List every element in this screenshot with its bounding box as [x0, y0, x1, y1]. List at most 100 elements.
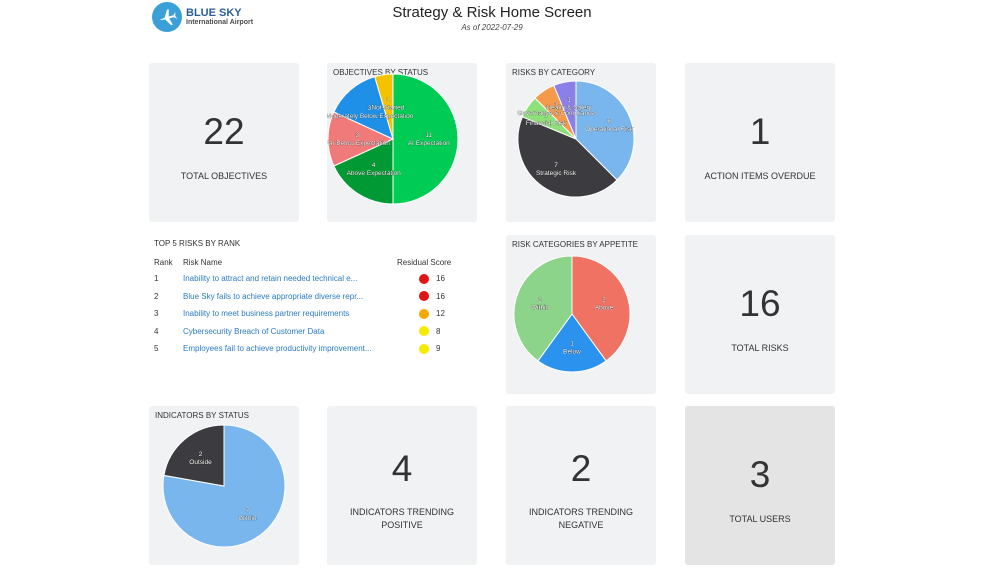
- residual-score: 9: [436, 344, 441, 354]
- residual-score: 8: [436, 326, 441, 336]
- risk-name-link[interactable]: Inability to attract and retain needed t…: [183, 274, 358, 284]
- pie-value-label: 1: [570, 341, 574, 348]
- pie-slice-below[interactable]: [537, 313, 607, 373]
- indicators-by-status-card[interactable]: INDICATORS BY STATUS 7 Within 2 Outside: [149, 406, 299, 565]
- pie-value-label: 4: [372, 162, 376, 169]
- indicators-negative-label-line2: NEGATIVE: [558, 520, 604, 531]
- pie-value-label: 6: [607, 118, 611, 125]
- pie-slice-within[interactable]: [513, 255, 573, 362]
- appetite-chart-title: RISK CATEGORIES BY APPETITE: [512, 240, 638, 249]
- logo-subtitle: International Airport: [186, 19, 254, 27]
- rank-column-header: Rank: [154, 258, 173, 267]
- action-items-overdue-card[interactable]: 1 ACTION ITEMS OVERDUE: [685, 63, 835, 222]
- pie-category-label: Operational Risk: [585, 126, 634, 133]
- pie-value-label: 1: [554, 102, 558, 109]
- total-users-label: TOTAL USERS: [729, 514, 791, 524]
- pie-category-label: Financial Risk: [526, 120, 567, 127]
- pie-category-label: Health & Safety: [546, 105, 592, 112]
- pie-value-label: 1: [567, 97, 571, 104]
- pie-slice-health-safety[interactable]: [553, 80, 577, 140]
- score-indicator-dot: [419, 291, 429, 302]
- pie-slice-at-expectation[interactable]: [392, 73, 459, 205]
- pie-category-label: Far Below Expectation: [327, 140, 390, 147]
- pie-slice-above[interactable]: [571, 255, 631, 362]
- pie-slice-operational-risk[interactable]: [575, 80, 635, 181]
- risk-name-link[interactable]: Inability to meet business partner requi…: [183, 309, 350, 319]
- pie-category-label: Above Expectation: [347, 170, 402, 177]
- pie-value-label: 2: [199, 451, 203, 458]
- risk-rank: 4: [154, 326, 159, 336]
- total-objectives-label: TOTAL OBJECTIVES: [180, 171, 268, 181]
- pie-value-label: 11: [425, 132, 432, 139]
- residual-score: 16: [436, 274, 445, 284]
- risk-rank: 5: [154, 344, 159, 354]
- objectives-by-status-card[interactable]: OBJECTIVES BY STATUS 11 At Expectation 4 Ab…: [327, 63, 477, 222]
- indicators-negative-label: INDICATORS TRENDING NEGATIVE: [506, 506, 656, 532]
- indicators-chart-title: INDICATORS BY STATUS: [155, 411, 249, 420]
- risk-rank: 1: [154, 274, 159, 284]
- pie-value-label: 1: [544, 112, 548, 119]
- pie-slice-not-started[interactable]: [374, 73, 394, 140]
- total-users-card[interactable]: 3 TOTAL USERS: [685, 406, 835, 565]
- risk-name-link[interactable]: Blue Sky fails to achieve appropriate di…: [183, 291, 364, 301]
- risk-rank: 2: [154, 291, 159, 301]
- table-row: 3 Inability to meet business partner req…: [154, 305, 457, 323]
- pie-slice-moderately-below-expectation[interactable]: [333, 76, 394, 140]
- pie-category-label: Not Started: [371, 105, 404, 112]
- total-objectives-card[interactable]: 22 TOTAL OBJECTIVES: [149, 63, 299, 222]
- pie-category-label: Within: [238, 515, 256, 522]
- logo-name: BLUE SKY: [186, 7, 242, 20]
- risk-name-link[interactable]: Cybersecurity Breach of Customer Data: [183, 326, 325, 336]
- indicators-positive-value: 4: [391, 448, 413, 489]
- top-risks-table: Rank Risk Name Residual Score 1 Inabilit…: [154, 258, 457, 358]
- pie-slice-far-below-expectation[interactable]: [327, 111, 395, 167]
- residual-score: 12: [436, 309, 445, 319]
- total-risks-card[interactable]: 16 TOTAL RISKS: [685, 235, 835, 394]
- indicators-positive-label: INDICATORS TRENDING POSITIVE: [327, 506, 477, 532]
- pie-value-label: 7: [554, 162, 558, 169]
- pie-category-label: Below: [563, 349, 581, 356]
- pie-category-label: Governance & Compliance: [517, 110, 595, 117]
- table-row: 4 Cybersecurity Breach of Customer Data …: [154, 323, 457, 341]
- score-indicator-dot: [419, 326, 429, 337]
- top-risks-title: TOP 5 RISKS BY RANK: [154, 239, 241, 248]
- score-indicator-dot: [419, 273, 429, 284]
- pie-slice-strategic-risk[interactable]: [517, 116, 618, 198]
- pie-value-label: 3: [368, 105, 372, 112]
- as-of-date: As of 2022-07-29: [461, 23, 523, 32]
- pie-category-label: Above: [595, 305, 614, 312]
- indicators-positive-card[interactable]: 4 INDICATORS TRENDING POSITIVE: [327, 406, 477, 565]
- total-risks-label: TOTAL RISKS: [731, 343, 789, 353]
- table-row: 2 Blue Sky fails to achieve appropriate …: [154, 288, 457, 306]
- residual-score-column-header: Residual Score: [397, 258, 452, 267]
- objectives-chart-title: OBJECTIVES BY STATUS: [333, 68, 429, 77]
- pie-slice-outside[interactable]: [163, 424, 225, 487]
- risk-name-link[interactable]: Employees fail to achieve productivity i…: [183, 344, 372, 354]
- score-indicator-dot: [419, 308, 429, 319]
- pie-category-label: Within: [531, 305, 549, 312]
- action-items-overdue-value: 1: [749, 111, 771, 152]
- airplane-icon: [152, 2, 182, 32]
- indicators-positive-label-line1: INDICATORS TRENDING: [349, 507, 454, 517]
- pie-slice-above-expectation[interactable]: [333, 138, 394, 205]
- pie-value-label: 2: [602, 297, 606, 304]
- pie-value-label: 1: [386, 97, 390, 104]
- indicators-negative-card[interactable]: 2 INDICATORS TRENDING NEGATIVE: [506, 406, 656, 565]
- total-users-value: 3: [749, 454, 771, 495]
- pie-value-label: 3: [355, 132, 359, 139]
- risk-rank: 3: [154, 309, 159, 319]
- indicators-positive-label-line2: POSITIVE: [381, 520, 423, 531]
- total-risks-value: 16: [739, 283, 781, 324]
- page-title: Strategy & Risk Home Screen: [392, 4, 592, 21]
- indicators-negative-value: 2: [570, 448, 592, 489]
- table-row: 1 Inability to attract and retain needed…: [154, 270, 457, 288]
- risks-by-category-card[interactable]: RISKS BY CATEGORY 6 Operational Risk 7 Stra…: [506, 63, 656, 222]
- risk-categories-by-appetite-card[interactable]: RISK CATEGORIES BY APPETITE 2 Above 1 Below…: [506, 235, 656, 394]
- logo: BLUE SKY International Airport: [152, 2, 253, 32]
- action-items-overdue-label: ACTION ITEMS OVERDUE: [704, 171, 816, 181]
- indicators-negative-label-line1: INDICATORS TRENDING: [528, 507, 633, 517]
